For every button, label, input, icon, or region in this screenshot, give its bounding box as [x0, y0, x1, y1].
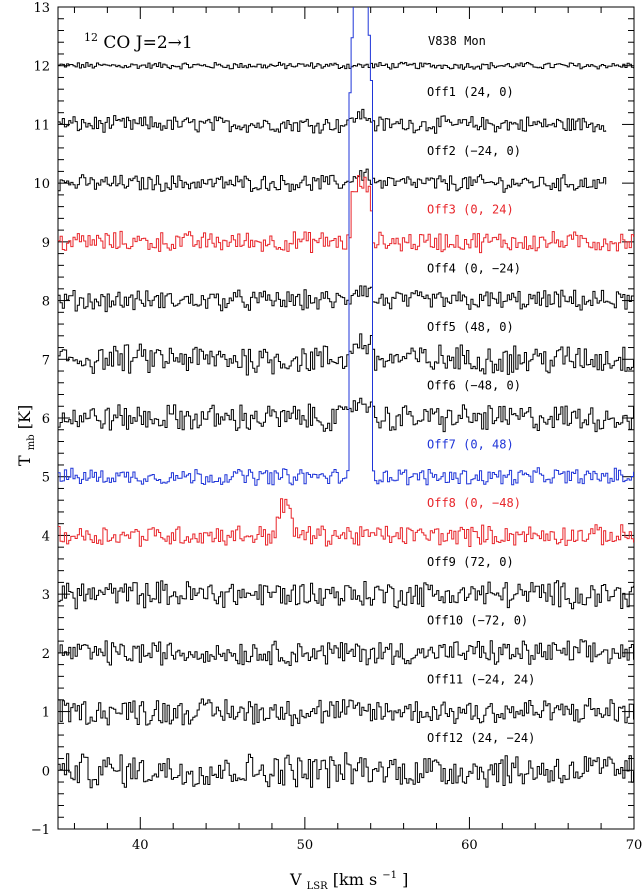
title-superscript: 12 — [84, 31, 98, 44]
spectrum-line — [58, 175, 634, 254]
y-tick-label: 8 — [42, 295, 50, 310]
series-label: Off1 (24, 0) — [427, 85, 514, 99]
series-label: Off8 (0, −48) — [427, 496, 521, 510]
spectrum-line — [58, 698, 634, 727]
spectrum-line — [58, 108, 607, 134]
series-label: Off11 (−24, 24) — [427, 672, 535, 686]
spectrum-line — [58, 752, 634, 789]
y-tick-label: 4 — [42, 529, 50, 544]
series-label: Off4 (0, −24) — [427, 261, 521, 275]
spectrum-line — [58, 168, 607, 193]
y-tick-label: 0 — [42, 764, 50, 779]
series-label: Off2 (−24, 0) — [427, 144, 521, 158]
spectrum-line — [58, 498, 634, 547]
spectrum-line — [58, 7, 634, 486]
chart-title: 12 CO J=2→1 — [84, 26, 193, 53]
series-label: Off3 (0, 24) — [427, 203, 514, 217]
y-tick-label: 3 — [42, 588, 50, 603]
x-tick-label: 50 — [297, 838, 314, 853]
series-label: Off6 (−48, 0) — [427, 379, 521, 393]
y-tick-label: 9 — [42, 236, 50, 251]
y-tick-label: 13 — [33, 1, 50, 16]
spectrum-line — [58, 61, 634, 70]
y-tick-label: 1 — [42, 706, 50, 721]
series-label: Off7 (0, 48) — [427, 437, 514, 451]
y-tick-label: 12 — [33, 60, 50, 75]
series-label: Off12 (24, −24) — [427, 731, 535, 745]
x-axis-label: V LSR [km s −1 ] — [289, 863, 408, 893]
y-tick-label: 5 — [42, 471, 50, 486]
y-tick-label: 7 — [42, 353, 50, 368]
x-tick-label: 40 — [132, 838, 149, 853]
spectrum-line — [58, 333, 634, 376]
y-tick-label: 2 — [42, 647, 50, 662]
source-label: V838 Mon — [428, 34, 486, 48]
x-tick-label: 60 — [461, 838, 478, 853]
y-tick-label: 10 — [33, 177, 50, 192]
y-tick-label: 11 — [33, 118, 50, 133]
series-label: Off10 (−72, 0) — [427, 614, 528, 628]
y-tick-label: −1 — [31, 823, 50, 838]
series-label: Off9 (72, 0) — [427, 555, 514, 569]
spectrum-line — [58, 639, 634, 666]
series-label: Off5 (48, 0) — [427, 320, 514, 334]
spectrum-line — [58, 285, 634, 313]
title-main: CO J=2→1 — [103, 33, 192, 53]
y-axis-label: T mb [K] — [15, 405, 38, 466]
y-tick-label: 6 — [42, 412, 50, 427]
spectrum-line — [58, 397, 634, 433]
spectrum-line — [58, 580, 634, 610]
x-tick-label: 70 — [626, 838, 643, 853]
